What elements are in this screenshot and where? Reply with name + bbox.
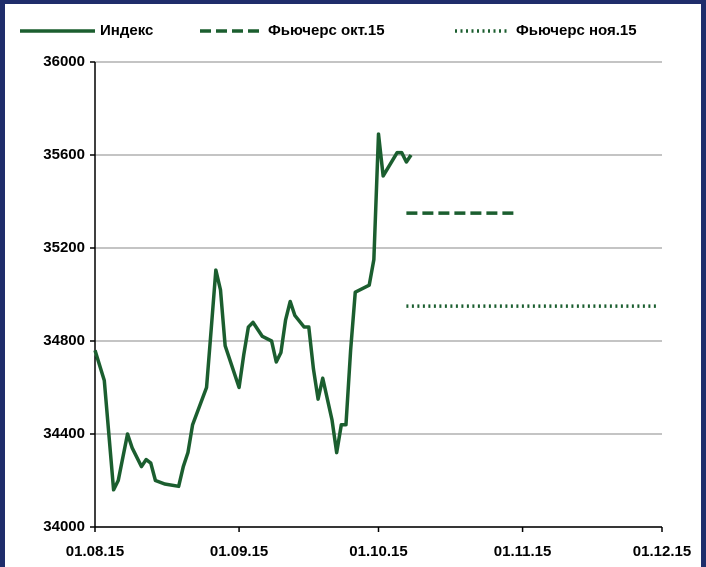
y-tick-label: 34000	[43, 518, 85, 535]
y-tick-label: 35200	[43, 239, 85, 256]
y-tick-label: 36000	[43, 53, 85, 70]
y-tick-label: 34400	[43, 425, 85, 442]
series-line	[93, 132, 413, 492]
x-tick-label: 01.09.15	[210, 543, 268, 560]
legend-label: Фьючерс окт.15	[268, 22, 385, 39]
x-tick-label: 01.12.15	[633, 543, 691, 560]
y-tick-label: 34800	[43, 332, 85, 349]
x-tick-label: 01.10.15	[349, 543, 407, 560]
x-tick-label: 01.11.15	[494, 543, 552, 560]
legend-label: Фьючерс ноя.15	[516, 22, 637, 39]
plot-background	[5, 4, 701, 567]
y-tick-label: 35600	[43, 146, 85, 163]
x-tick-label: 01.08.15	[66, 543, 124, 560]
legend-label: Индекс	[100, 22, 153, 39]
